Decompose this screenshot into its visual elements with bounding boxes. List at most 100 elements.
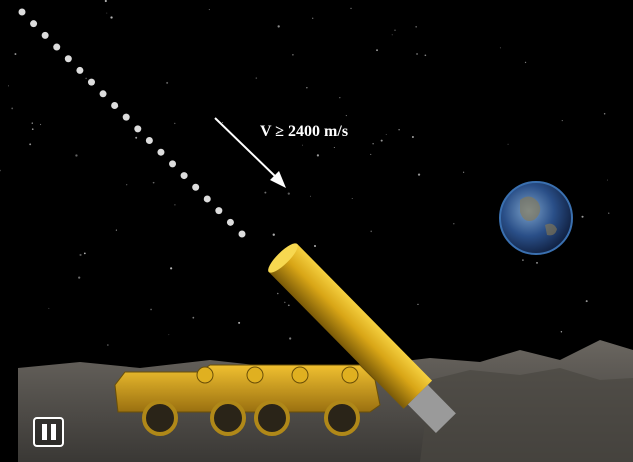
star	[84, 253, 86, 255]
star	[608, 213, 609, 214]
star	[85, 78, 87, 80]
projectile-ball	[204, 195, 211, 202]
star	[209, 9, 210, 10]
vehicle-joint	[342, 367, 358, 383]
projectile-ball	[65, 55, 72, 62]
projectile-ball	[53, 44, 60, 51]
star	[339, 97, 340, 98]
projectile-ball	[42, 32, 49, 39]
star	[416, 53, 418, 55]
star	[370, 231, 372, 233]
star	[346, 115, 347, 116]
star	[372, 143, 373, 144]
star	[107, 344, 109, 346]
projectile-ball	[88, 79, 95, 86]
wheel	[144, 402, 176, 434]
star	[222, 122, 223, 123]
star	[238, 322, 240, 324]
star	[525, 62, 526, 63]
star	[289, 337, 291, 339]
projectile-ball	[215, 207, 222, 214]
star	[418, 173, 420, 175]
pause-bar[interactable]	[51, 424, 56, 440]
star	[284, 302, 286, 304]
projectile-ball	[123, 114, 130, 121]
star	[352, 198, 353, 199]
star	[105, 0, 107, 2]
projectile-ball	[169, 160, 176, 167]
star	[310, 196, 311, 197]
star	[562, 120, 563, 121]
star	[415, 26, 417, 28]
star	[508, 144, 509, 145]
projectile-ball	[157, 149, 164, 156]
star	[14, 53, 16, 55]
star	[463, 172, 464, 173]
projectile-ball	[19, 9, 26, 16]
projectile-ball	[239, 231, 246, 238]
star	[78, 277, 80, 279]
star	[264, 192, 266, 194]
star	[394, 30, 395, 31]
star	[116, 230, 117, 231]
star	[306, 87, 307, 88]
star	[604, 113, 606, 115]
page: V ≥ 2400 m/s (() => { const data = JSON.…	[0, 0, 633, 462]
star	[425, 54, 427, 56]
star	[370, 154, 371, 155]
star	[273, 234, 275, 236]
star	[278, 25, 280, 27]
star	[40, 124, 41, 125]
star	[536, 262, 538, 264]
star	[106, 13, 107, 14]
star	[412, 136, 414, 138]
star	[581, 216, 583, 218]
star	[312, 18, 313, 19]
star	[8, 85, 9, 86]
star	[126, 184, 127, 185]
star	[277, 293, 279, 295]
star	[376, 49, 378, 51]
projectile-ball	[30, 20, 37, 27]
star	[386, 134, 387, 135]
star	[607, 180, 608, 181]
pause-bar[interactable]	[42, 424, 47, 440]
projectile-ball	[181, 172, 188, 179]
star	[150, 309, 152, 311]
projectile-ball	[134, 125, 141, 132]
star	[256, 77, 257, 78]
pause-frame[interactable]	[34, 418, 63, 446]
star	[302, 145, 303, 146]
star	[522, 259, 524, 261]
wheel	[326, 402, 358, 434]
star	[75, 154, 77, 156]
star	[500, 47, 501, 48]
star	[292, 54, 294, 56]
star	[561, 331, 562, 332]
wheel	[212, 402, 244, 434]
star	[317, 154, 319, 156]
star	[79, 254, 81, 256]
star	[48, 308, 49, 309]
star	[32, 128, 34, 130]
velocity-label: V ≥ 2400 m/s	[260, 123, 348, 140]
star	[417, 304, 418, 305]
star	[334, 147, 335, 148]
star	[170, 267, 172, 269]
star	[174, 123, 175, 124]
projectile-ball	[111, 102, 118, 109]
vehicle-joint	[247, 367, 263, 383]
star	[398, 129, 399, 130]
star	[192, 317, 194, 319]
projectile-ball	[227, 219, 234, 226]
star	[174, 204, 175, 205]
star	[392, 34, 393, 35]
star	[350, 8, 351, 9]
star	[135, 137, 137, 139]
star	[110, 16, 112, 18]
pause-button[interactable]	[34, 418, 63, 446]
projectile-ball	[192, 184, 199, 191]
star	[288, 304, 290, 306]
vehicle-joint	[197, 367, 213, 383]
wheel	[256, 402, 288, 434]
